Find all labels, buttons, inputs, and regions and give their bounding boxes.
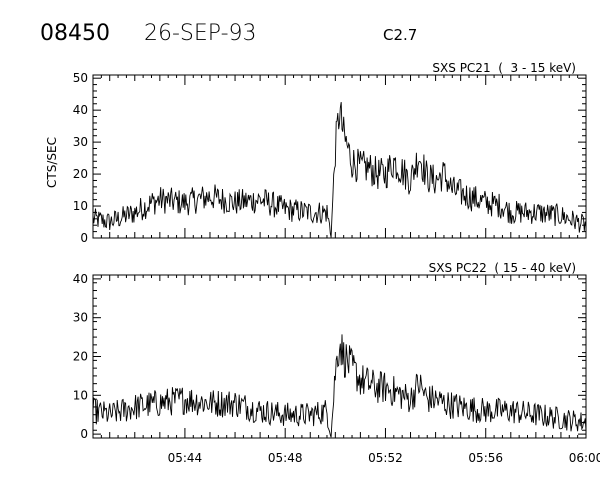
y-tick-label: 50 (73, 71, 88, 85)
x-tick-label: 05:44 (168, 451, 203, 465)
x-tick-label: 06:00 (569, 451, 600, 465)
y-tick-label: 20 (73, 350, 88, 364)
y-tick-label: 40 (73, 103, 88, 117)
x-tick-label: 05:52 (368, 451, 403, 465)
y-tick-label: 0 (80, 231, 88, 245)
plot-frame (92, 74, 587, 239)
y-tick-label: 30 (73, 311, 88, 325)
event-id: 08450 (40, 21, 110, 46)
flare-class: C2.7 (383, 26, 417, 44)
panel-pc21: SXS PC21 ( 3 - 15 keV) CTS/SEC 0 10 20 30 40… (45, 61, 587, 245)
panel-title-pc21: SXS PC21 ( 3 - 15 keV) (432, 61, 576, 75)
x-tick-label: 05:48 (268, 451, 303, 465)
panel-title-pc22: SXS PC22 ( 15 - 40 keV) (429, 261, 576, 275)
x-tick-label: 05:56 (468, 451, 503, 465)
y-tick-label: 20 (73, 167, 88, 181)
y-tick-label: 0 (80, 427, 88, 441)
y-tick-label: 30 (73, 135, 88, 149)
event-date: 26-SEP-93 (144, 21, 257, 46)
y-tick-label: 10 (73, 388, 88, 402)
y-tick-label: 10 (73, 199, 88, 213)
y-axis-label: CTS/SEC (45, 137, 59, 188)
panel-pc22: SXS PC22 ( 15 - 40 keV) 0 10 20 30 40 05:44 05… (73, 261, 600, 465)
series-line (92, 102, 587, 238)
series-line (92, 334, 587, 438)
y-tick-label: 40 (73, 272, 88, 286)
